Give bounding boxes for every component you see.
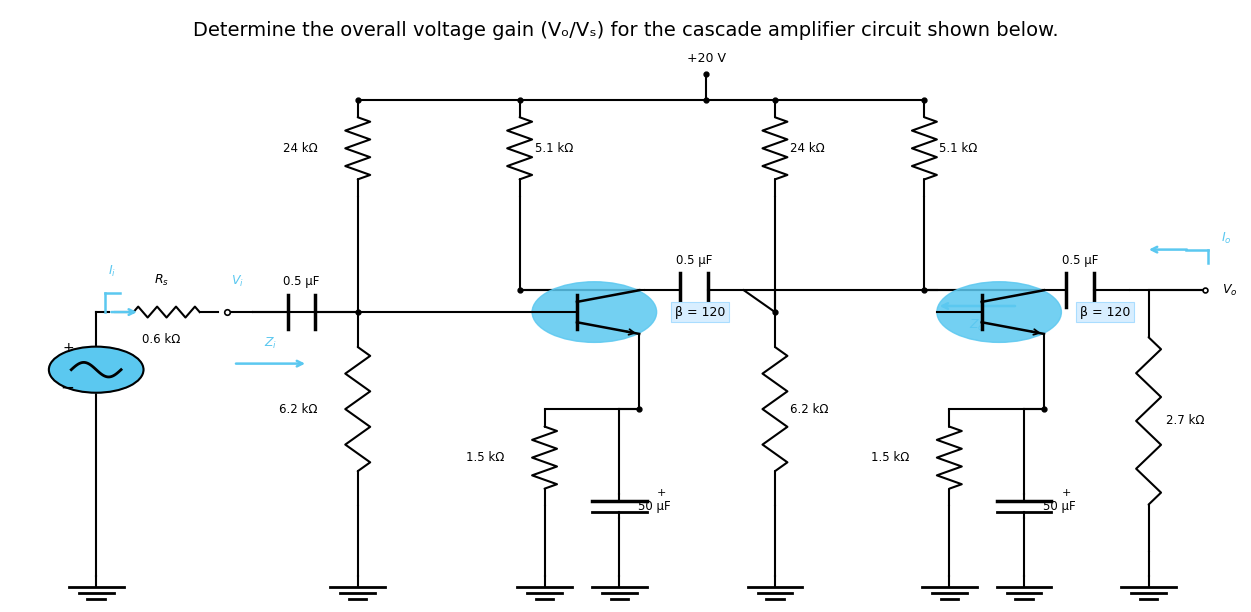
Text: 0.6 kΩ: 0.6 kΩ [143, 334, 180, 346]
Circle shape [532, 282, 657, 342]
Text: +20 V: +20 V [687, 51, 726, 65]
Circle shape [937, 282, 1061, 342]
Text: 0.5 µF: 0.5 µF [676, 254, 712, 267]
Text: +: + [63, 341, 74, 356]
Text: 6.2 kΩ: 6.2 kΩ [789, 403, 828, 416]
Text: +: + [1061, 488, 1071, 498]
Text: 24 kΩ: 24 kΩ [283, 142, 318, 155]
Text: +: + [657, 488, 666, 498]
Text: $Z_o$: $Z_o$ [970, 318, 986, 333]
Text: 5.1 kΩ: 5.1 kΩ [940, 142, 978, 155]
Text: $R_s$: $R_s$ [154, 273, 169, 288]
Text: 1.5 kΩ: 1.5 kΩ [871, 451, 909, 464]
Text: $I_o$: $I_o$ [1221, 231, 1231, 246]
Text: 1.5 kΩ: 1.5 kΩ [467, 451, 504, 464]
Text: 24 kΩ: 24 kΩ [789, 142, 824, 155]
Text: 50 µF: 50 µF [1043, 499, 1076, 513]
Circle shape [49, 346, 144, 393]
Text: β = 120: β = 120 [1080, 305, 1130, 319]
Text: $V_i$: $V_i$ [230, 274, 244, 289]
Text: Determine the overall voltage gain (Vₒ/Vₛ) for the cascade amplifier circuit sho: Determine the overall voltage gain (Vₒ/V… [193, 21, 1058, 40]
Text: $I_i$: $I_i$ [109, 264, 116, 278]
Text: $Z_i$: $Z_i$ [264, 337, 278, 351]
Text: 50 µF: 50 µF [638, 499, 671, 513]
Text: 2.7 kΩ: 2.7 kΩ [1166, 414, 1205, 427]
Text: 6.2 kΩ: 6.2 kΩ [279, 403, 318, 416]
Text: $V_s$: $V_s$ [59, 362, 74, 377]
Text: 5.1 kΩ: 5.1 kΩ [534, 142, 573, 155]
Text: β = 120: β = 120 [676, 305, 726, 319]
Text: 0.5 µF: 0.5 µF [1062, 254, 1098, 267]
Text: $V_o$: $V_o$ [1222, 283, 1237, 298]
Text: −: − [60, 379, 74, 397]
Text: 0.5 µF: 0.5 µF [284, 275, 320, 288]
